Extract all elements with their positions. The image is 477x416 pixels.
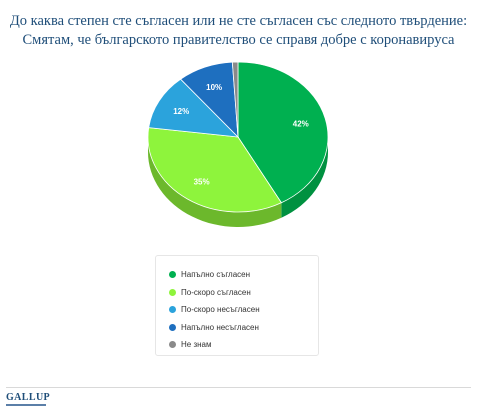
- gallup-logo: GALLUP: [6, 393, 50, 406]
- pie-data-label-3: 10%: [206, 83, 222, 92]
- pie-side-1: [148, 137, 282, 227]
- pie-slice-0[interactable]: [237, 61, 329, 204]
- legend-swatch: [169, 271, 176, 279]
- legend-item-dont-know[interactable]: Не знам: [156, 336, 318, 354]
- footer-divider: [6, 387, 471, 388]
- pie-slice-4[interactable]: [231, 61, 239, 138]
- pie-side-0: [281, 137, 328, 218]
- legend-label: Не знам: [181, 340, 212, 350]
- chart-title-line-1: До каква степен сте съгласен или не сте …: [9, 13, 468, 29]
- pie-slice-1[interactable]: [147, 127, 282, 213]
- chart-title: До каква степен сте съгласен или не сте …: [0, 12, 477, 50]
- legend-item-fully-agree[interactable]: Напълно съгласен: [156, 266, 318, 284]
- legend-item-rather-disagree[interactable]: По-скоро несъгласен: [156, 301, 318, 319]
- legend-swatch: [169, 341, 176, 349]
- legend-item-rather-agree[interactable]: По-скоро съгласен: [156, 284, 318, 302]
- legend-swatch: [169, 323, 176, 331]
- pie-chart: 42% 35% 12% 10%: [147, 61, 329, 227]
- legend-label: Напълно съгласен: [181, 270, 251, 280]
- legend-label: По-скоро несъгласен: [181, 305, 260, 315]
- legend: Напълно съгласен По-скоро съгласен По-ск…: [155, 255, 319, 356]
- pie-data-label-0: 42%: [293, 120, 309, 129]
- legend-swatch: [169, 288, 176, 296]
- chart-title-line-2: Смятам, че българското правителство се с…: [22, 32, 455, 48]
- legend-item-fully-disagree[interactable]: Напълно несъгласен: [156, 319, 318, 337]
- legend-swatch: [169, 306, 176, 314]
- gallup-logo-underline: [6, 404, 46, 406]
- pie-data-label-2: 12%: [173, 107, 189, 116]
- pie-data-label-1: 35%: [194, 178, 210, 187]
- legend-label: Напълно несъгласен: [181, 322, 259, 332]
- pie-slice-2[interactable]: [148, 78, 240, 138]
- gallup-logo-text: GALLUP: [6, 392, 51, 403]
- legend-label: По-скоро съгласен: [181, 287, 251, 297]
